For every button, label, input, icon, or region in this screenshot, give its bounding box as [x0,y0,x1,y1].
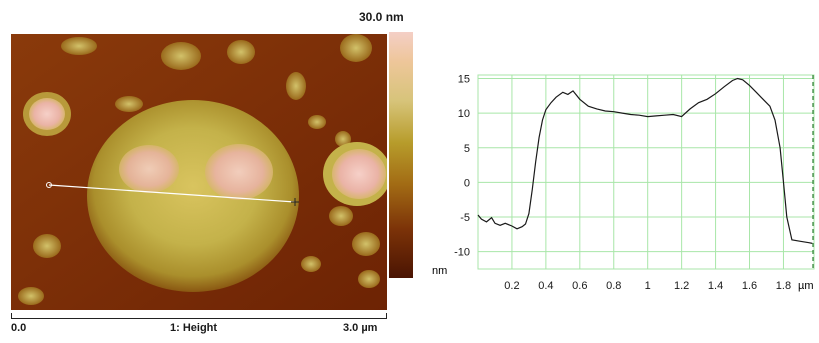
y-tick-label: -10 [454,247,470,259]
y-tick-label: -5 [460,212,470,224]
feature-blob [115,96,143,112]
x-tick-label: 1.6 [742,280,757,292]
island-peak-right [205,144,273,200]
colorbar-max-label: 30.0 nm [359,10,404,24]
x-tick-label: 0.4 [538,280,553,292]
afm-height-image[interactable] [11,34,387,310]
scale-start-label: 0.0 [11,322,27,334]
y-tick-labels: 15 10 5 0 -5 -10 [454,73,470,258]
feature-peak [332,149,386,199]
feature-blob [308,115,326,129]
scale-end-label: 3.0 µm [343,322,378,334]
y-tick-label: 15 [458,73,470,85]
profile-line [477,77,813,244]
section-start-marker [46,182,52,188]
x-tick-label: 1.4 [708,280,723,292]
height-profile-chart: 15 10 5 0 -5 -10 0.2 0.4 0.6 0.8 1 1.2 1.4 1.6 1.8 nm… [432,73,815,292]
x-tick-label: 1.2 [674,280,689,292]
y-tick-label: 10 [458,108,470,120]
feature-blob [301,256,321,272]
x-axis-label: µm [798,280,814,292]
feature-peak [29,98,65,130]
scale-bar-tick [11,313,12,319]
channel-label: 1: Height [170,322,218,334]
feature-blob [18,287,44,305]
feature-blob [286,72,306,100]
chart-grid [477,74,815,270]
feature-blob [61,37,97,55]
section-line [48,184,296,203]
x-tick-label: 0.6 [572,280,587,292]
feature-blob [33,234,61,258]
y-tick-label: 5 [464,143,470,155]
x-tick-label: 0.2 [504,280,519,292]
feature-blob [161,42,201,70]
island-peak-left [119,145,179,193]
y-axis-label: nm [432,265,447,277]
y-tick-label: 0 [464,177,470,189]
afm-height-panel: 30.0 nm [11,10,413,334]
x-tick-label: 1 [645,280,651,292]
feature-blob [335,131,351,147]
x-tick-labels: 0.2 0.4 0.6 0.8 1 1.2 1.4 1.6 1.8 [504,280,791,292]
central-island [87,100,299,292]
feature-blob [358,270,380,288]
plot-frame [477,74,815,270]
feature-blob [329,206,353,226]
feature-blob [227,40,255,64]
height-colorbar [389,32,413,278]
scale-bar [11,318,387,319]
x-tick-label: 1.8 [776,280,791,292]
feature-blob [352,232,380,256]
x-tick-label: 0.8 [606,280,621,292]
scale-bar-tick [386,313,387,319]
feature-blob [340,34,372,62]
